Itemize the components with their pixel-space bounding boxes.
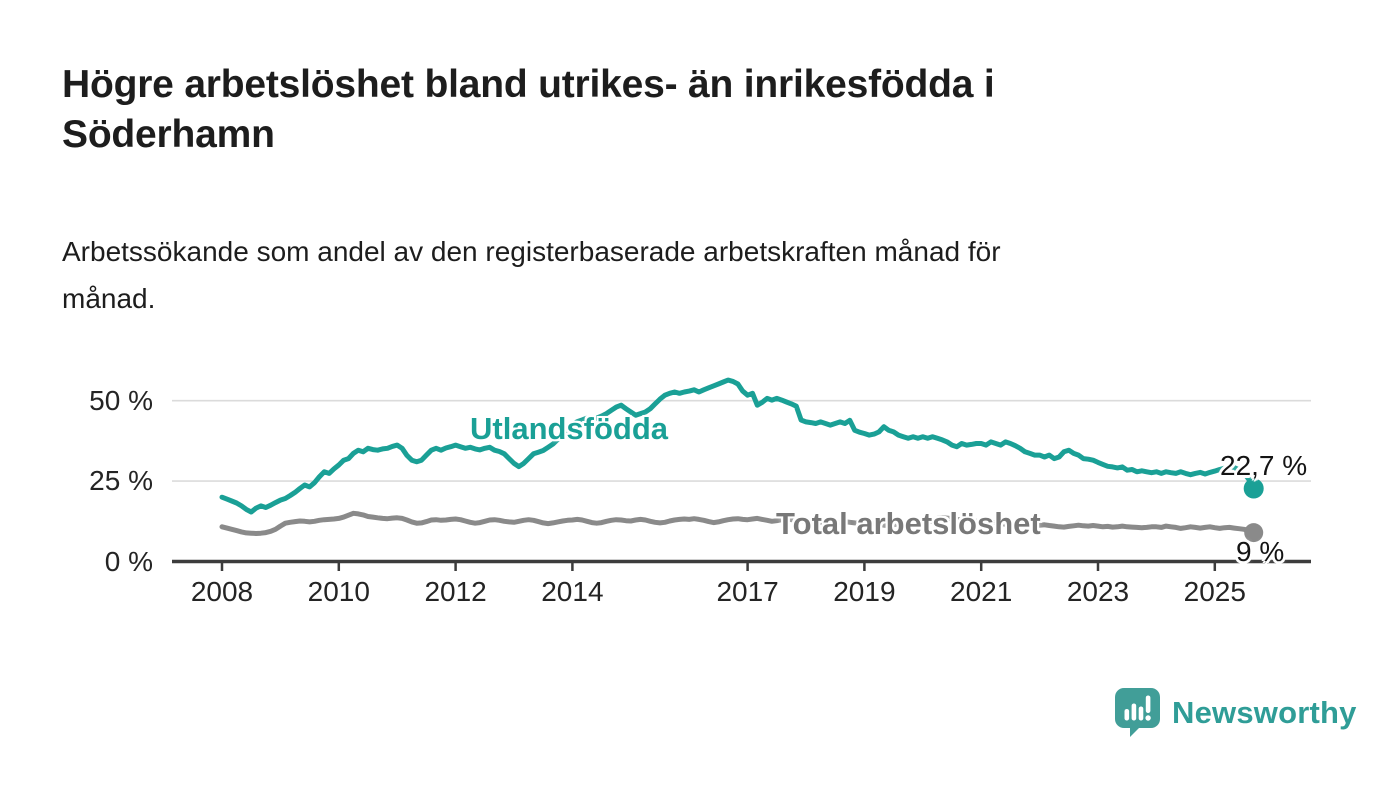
y-axis-label-25: 25 % [89,465,153,497]
x-axis-label-2021: 2021 [950,576,1013,607]
x-axis-label-2010: 2010 [307,576,370,607]
subtitle-line-1: Arbetssökande som andel av den registerb… [62,236,1001,267]
x-axis-label-2012: 2012 [424,576,487,607]
y-axis-label-0: 0 % [104,545,153,577]
x-axis-label-2019: 2019 [833,576,896,607]
series-end-dot-total [1244,523,1264,543]
title-line-1: Högre arbetslöshet bland utrikes- än inr… [62,63,995,106]
newsworthy-wordmark: Newsworthy [1172,694,1357,730]
x-axis-label-2023: 2023 [1066,576,1130,607]
y-axis-label-50: 50 % [89,384,153,416]
page-title: Högre arbetslöshet bland utrikes- än inr… [62,60,1352,160]
x-axis-label-2017: 2017 [716,576,779,607]
newsworthy-bubble-chart-icon [1115,688,1160,737]
series-line-total [219,510,1257,536]
subtitle-line-2: månad. [62,283,156,314]
series-label-total-arbetsloshet: Total arbetslöshet [776,506,1041,541]
end-value-label-utlandsfodda: 22,7 % [1220,450,1308,481]
newsworthy-logo: Newsworthy [1115,688,1357,737]
chart-subtitle: Arbetssökande som andel av den registerb… [62,228,1352,322]
title-line-2: Söderhamn [62,113,275,156]
series-end-dot-utlandsfodda [1243,478,1264,499]
series-label-utlandsfodda: Utlandsfödda [470,411,669,446]
x-axis-label-2008: 2008 [190,576,254,607]
x-axis-label-2025: 2025 [1183,576,1246,607]
series-line-utlandsfodda [219,377,1257,515]
end-value-label-total: 9 % [1236,536,1285,567]
x-axis-label-2014: 2014 [541,576,604,607]
